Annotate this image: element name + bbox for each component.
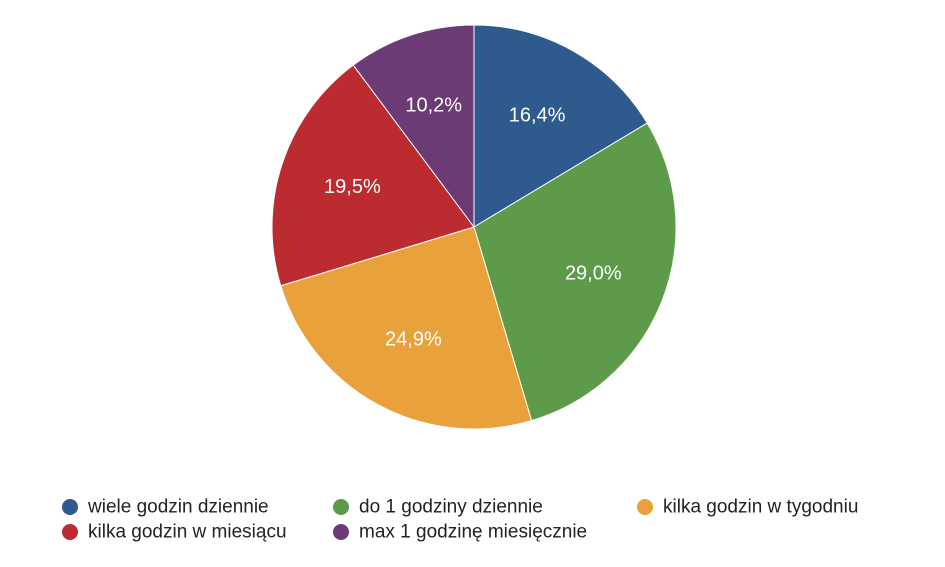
slice-label: 24,9% — [385, 329, 442, 351]
legend-marker — [333, 499, 349, 515]
pie-slice — [271, 64, 475, 287]
legend-marker — [62, 499, 78, 515]
legend-label: kilka godzin w tygodniu — [663, 497, 858, 518]
pie-slice — [352, 24, 475, 229]
pie-slice — [280, 226, 533, 430]
legend-item: max 1 godzinę miesięcznie — [333, 522, 587, 543]
slice-labels: 16,4% 29,0% 24,9% 19,5% 10,2% — [324, 95, 622, 351]
legend-item: do 1 godziny dziennie — [333, 497, 543, 518]
legend-marker — [62, 524, 78, 540]
legend-label: kilka godzin w miesiącu — [88, 522, 287, 543]
slice-label: 19,5% — [324, 176, 381, 198]
legend-label: max 1 godzinę miesięcznie — [359, 522, 587, 543]
slice-label: 29,0% — [565, 262, 622, 284]
legend: wiele godzin dziennie do 1 godziny dzienn… — [62, 497, 858, 543]
legend-item: kilka godzin w miesiącu — [62, 522, 287, 543]
slice-label: 16,4% — [509, 105, 566, 127]
legend-item: wiele godzin dziennie — [62, 497, 269, 518]
pie-slice — [473, 122, 677, 422]
legend-item: kilka godzin w tygodniu — [637, 497, 858, 518]
pie-slices — [271, 24, 677, 430]
legend-label: do 1 godziny dziennie — [359, 497, 543, 518]
legend-label: wiele godzin dziennie — [87, 497, 269, 518]
pie-slice — [473, 24, 648, 228]
slice-label: 10,2% — [405, 95, 462, 117]
legend-marker — [637, 499, 653, 515]
legend-marker — [333, 524, 349, 540]
